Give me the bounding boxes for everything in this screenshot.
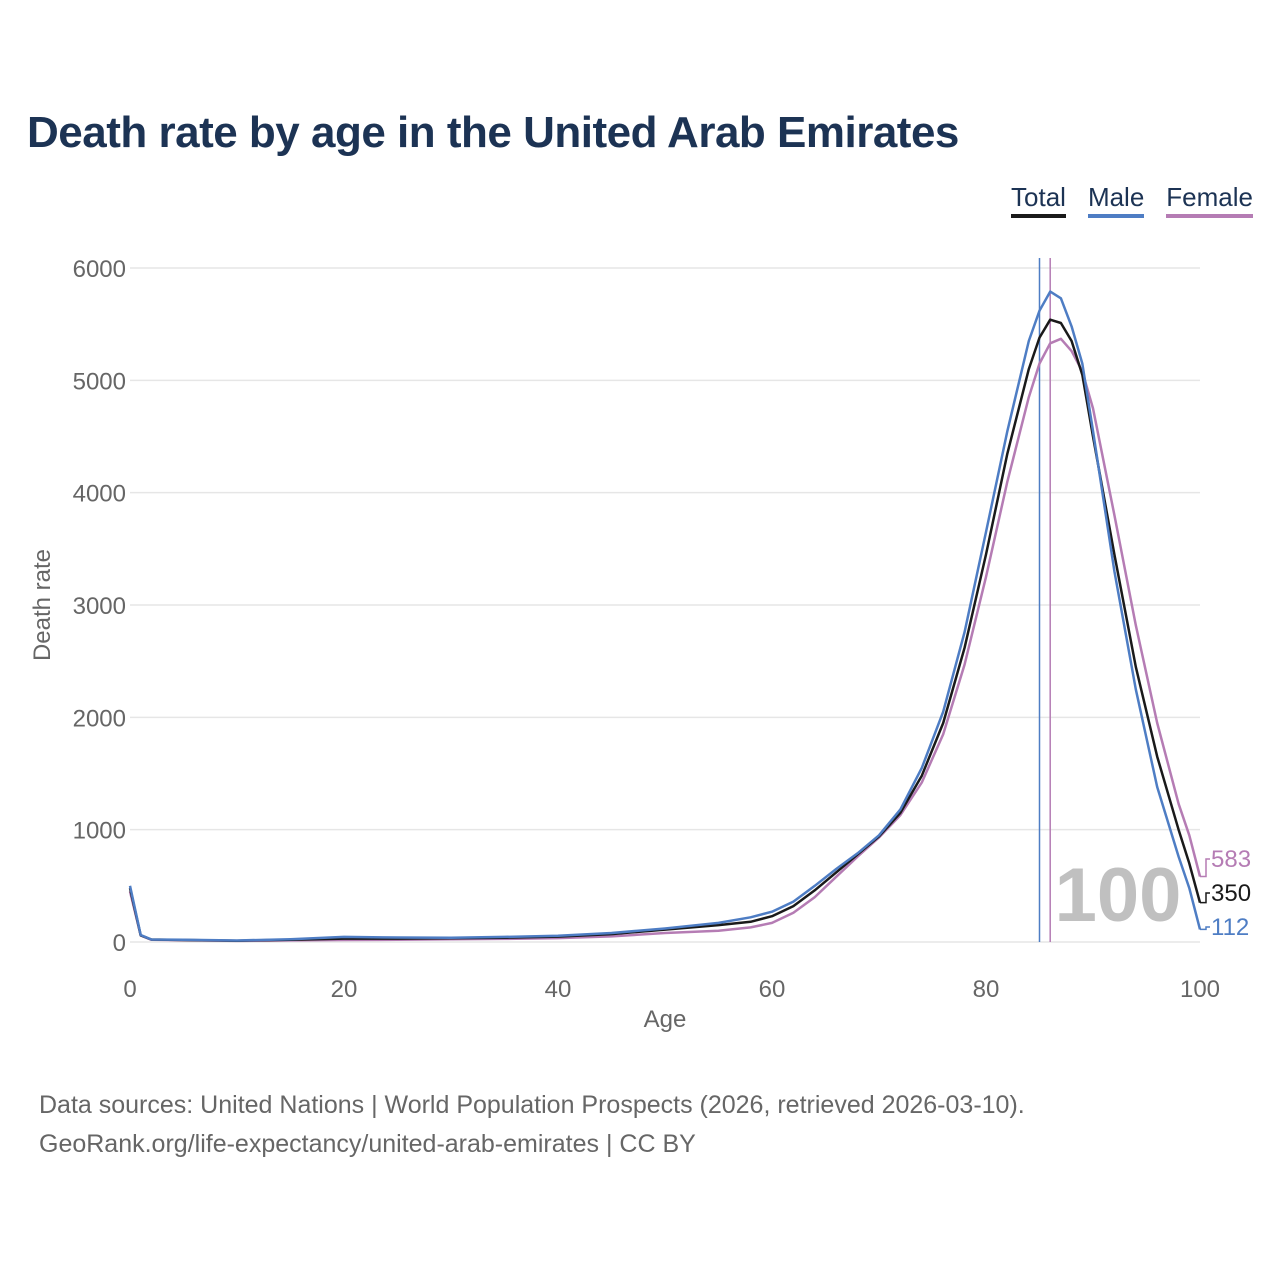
x-tick-label: 80 <box>973 976 1000 1003</box>
x-tick-label: 60 <box>759 976 786 1003</box>
page-title: Death rate by age in the United Arab Emi… <box>27 108 959 157</box>
x-tick-label: 20 <box>331 976 358 1003</box>
end-label-total: 350 <box>1211 880 1251 907</box>
footer-link[interactable]: GeoRank.org/life-expectancy/united-arab-… <box>39 1130 696 1158</box>
x-axis-label: Age <box>644 1006 687 1033</box>
end-label-leader-male <box>1200 926 1210 931</box>
legend-item-female[interactable]: Female <box>1166 182 1253 218</box>
x-tick-label: 100 <box>1180 976 1220 1003</box>
end-label-leader-female <box>1200 858 1210 878</box>
chart-legend: Total Male Female <box>1011 182 1253 218</box>
watermark-label: 100 <box>1055 853 1182 938</box>
x-tick-label: 40 <box>545 976 572 1003</box>
legend-item-male[interactable]: Male <box>1087 182 1145 218</box>
end-label-leader-total <box>1200 892 1210 904</box>
y-tick-label: 0 <box>113 930 126 957</box>
y-tick-label: 4000 <box>73 481 126 508</box>
death-rate-chart: 0 1000 2000 3000 4000 5000 6000 0 20 40 60 80 100 Age… <box>29 256 1251 1033</box>
footer: Data sources: United Nations | World Pop… <box>39 1086 1025 1164</box>
y-tick-label: 1000 <box>73 818 126 845</box>
end-label-male: 112 <box>1211 914 1249 941</box>
legend-item-total[interactable]: Total <box>1011 182 1066 218</box>
y-tick-label: 6000 <box>73 256 126 283</box>
y-tick-label: 5000 <box>73 368 126 395</box>
y-tick-label: 2000 <box>73 705 126 732</box>
series-line-male <box>128 290 1202 942</box>
y-axis-label: Death rate <box>29 549 56 661</box>
end-label-female: 583 <box>1211 846 1251 873</box>
footer-sources: Data sources: United Nations | World Pop… <box>39 1091 1025 1119</box>
y-tick-label: 3000 <box>73 593 126 620</box>
x-tick-label: 0 <box>123 976 136 1003</box>
